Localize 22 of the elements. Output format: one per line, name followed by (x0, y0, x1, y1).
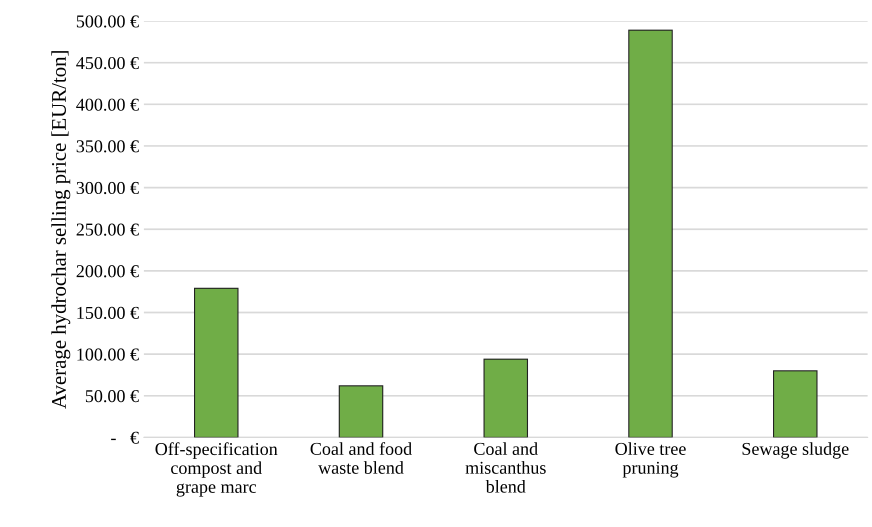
y-tick-label: 250.00 € (76, 224, 139, 236)
y-axis-title: Average hydrochar selling price [EUR/ton] (51, 51, 70, 409)
y-tick-label: 200.00 € (76, 265, 139, 278)
x-tick-label: Coal and miscanthus blend (466, 442, 546, 493)
y-tick-label: 100.00 € (77, 348, 139, 361)
bar (194, 288, 239, 438)
y-tick-label: - € (111, 432, 139, 444)
bar (338, 385, 384, 438)
bar (772, 370, 818, 438)
y-tick-label: 350.00 € (76, 140, 139, 152)
y-tick-label: 50.00 € (86, 390, 139, 402)
bar (628, 30, 673, 438)
x-tick-label: Sewage sludge (742, 442, 849, 459)
y-tick-label: 400.00 € (76, 98, 139, 111)
y-tick-label: 500.00 € (76, 15, 139, 28)
x-tick-label: Olive tree pruning (615, 442, 686, 478)
x-tick-label: Off-specification compost and grape marc (155, 442, 278, 497)
bar (483, 358, 528, 438)
y-tick-label: 450.00 € (76, 56, 139, 70)
y-tick-label: 150.00 € (77, 306, 139, 320)
x-tick-label: Coal and food waste blend (310, 442, 412, 474)
y-tick-label: 300.00 € (76, 182, 139, 194)
